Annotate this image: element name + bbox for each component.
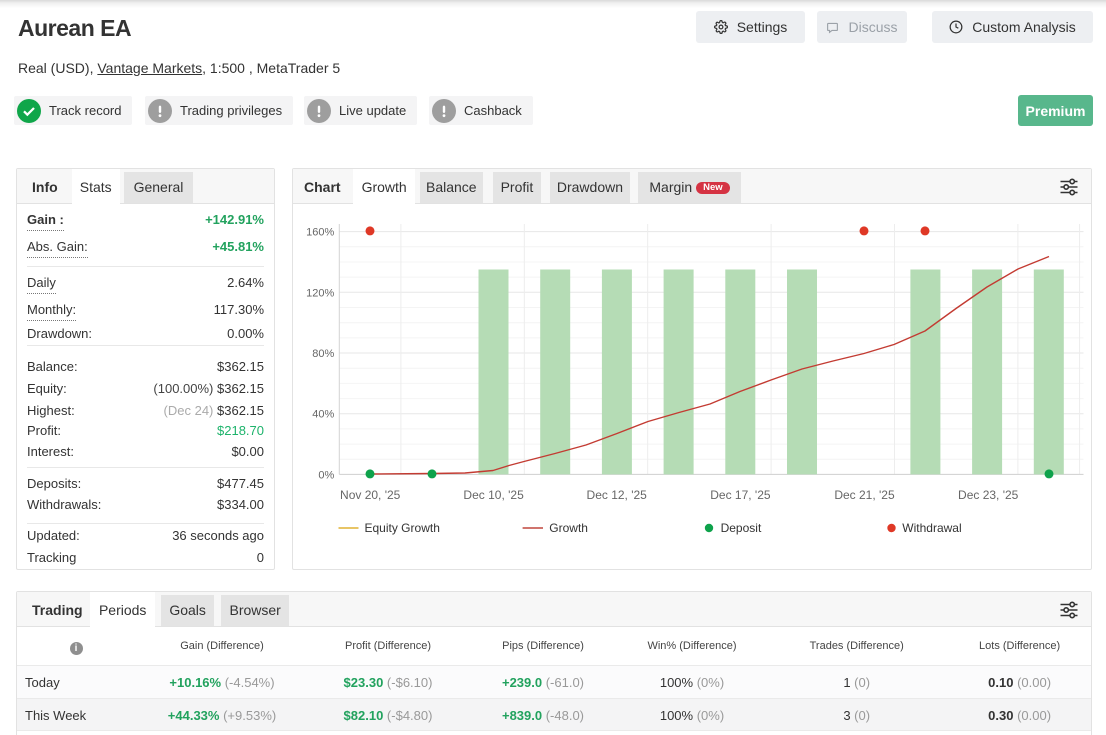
- svg-text:120%: 120%: [306, 287, 334, 299]
- svg-text:Dec 10, '25: Dec 10, '25: [463, 488, 524, 502]
- svg-text:Withdrawal: Withdrawal: [902, 521, 961, 535]
- svg-text:80%: 80%: [312, 348, 334, 360]
- svg-text:Deposit: Deposit: [721, 521, 762, 535]
- svg-text:Equity Growth: Equity Growth: [365, 521, 440, 535]
- svg-text:Dec 21, '25: Dec 21, '25: [834, 488, 895, 502]
- svg-text:Dec 17, '25: Dec 17, '25: [710, 488, 771, 502]
- svg-text:0%: 0%: [318, 469, 334, 481]
- svg-text:Dec 23, '25: Dec 23, '25: [958, 488, 1019, 502]
- svg-text:40%: 40%: [312, 409, 334, 421]
- svg-text:160%: 160%: [306, 227, 334, 239]
- svg-text:Nov 20, '25: Nov 20, '25: [340, 488, 401, 502]
- svg-text:Growth: Growth: [549, 521, 588, 535]
- svg-text:Dec 12, '25: Dec 12, '25: [587, 488, 648, 502]
